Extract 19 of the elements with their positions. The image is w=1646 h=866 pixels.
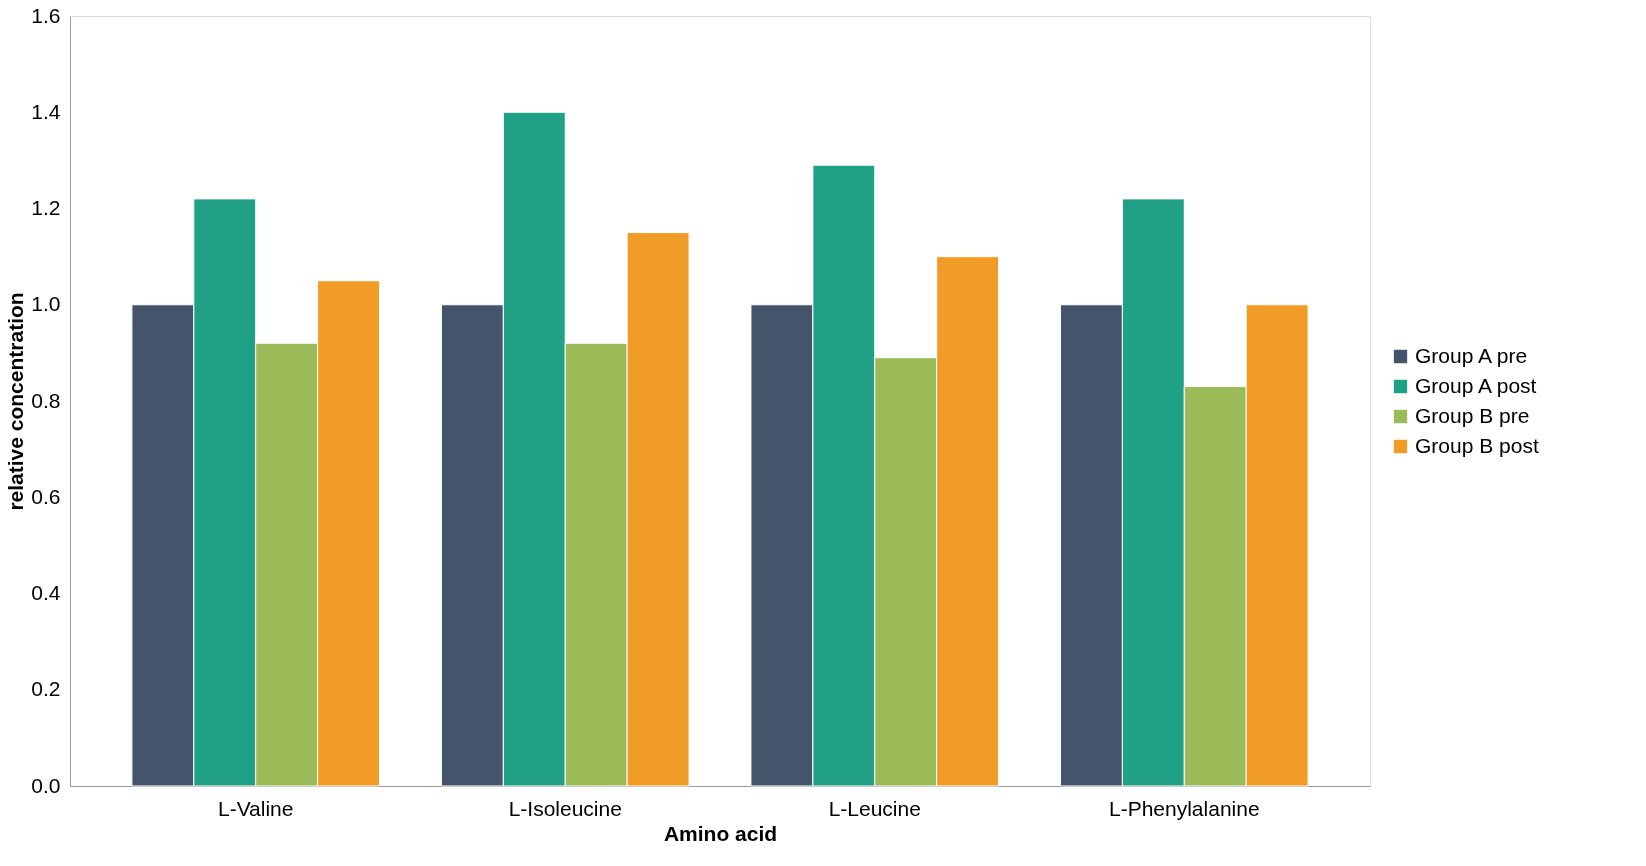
x-tick-label: L-Phenylalanine xyxy=(1108,796,1260,820)
legend-label: Group B pre xyxy=(1415,403,1530,427)
x-axis-title: Amino acid xyxy=(663,821,778,845)
y-tick-label: 0.2 xyxy=(31,677,61,701)
legend-label: Group B post xyxy=(1415,433,1539,457)
x-tick-label: L-Leucine xyxy=(828,796,921,820)
y-tick-label: 0.8 xyxy=(31,388,61,412)
y-tick-label: 0.6 xyxy=(31,484,61,508)
y-tick-label: 0.4 xyxy=(31,581,61,604)
y-tick-label: 1.6 xyxy=(31,3,61,27)
x-tick-label: L-Valine xyxy=(217,796,294,820)
y-tick-label: 1.0 xyxy=(31,292,61,316)
legend-label: Group A post xyxy=(1415,373,1537,397)
y-tick-label: 0.0 xyxy=(31,773,61,797)
y-tick-label: 1.2 xyxy=(31,196,61,219)
legend-label: Group A pre xyxy=(1415,343,1528,367)
y-tick-label: 1.4 xyxy=(31,99,61,123)
x-tick-label: L-Isoleucine xyxy=(508,796,622,820)
y-axis-title: relative concentration xyxy=(4,292,28,511)
